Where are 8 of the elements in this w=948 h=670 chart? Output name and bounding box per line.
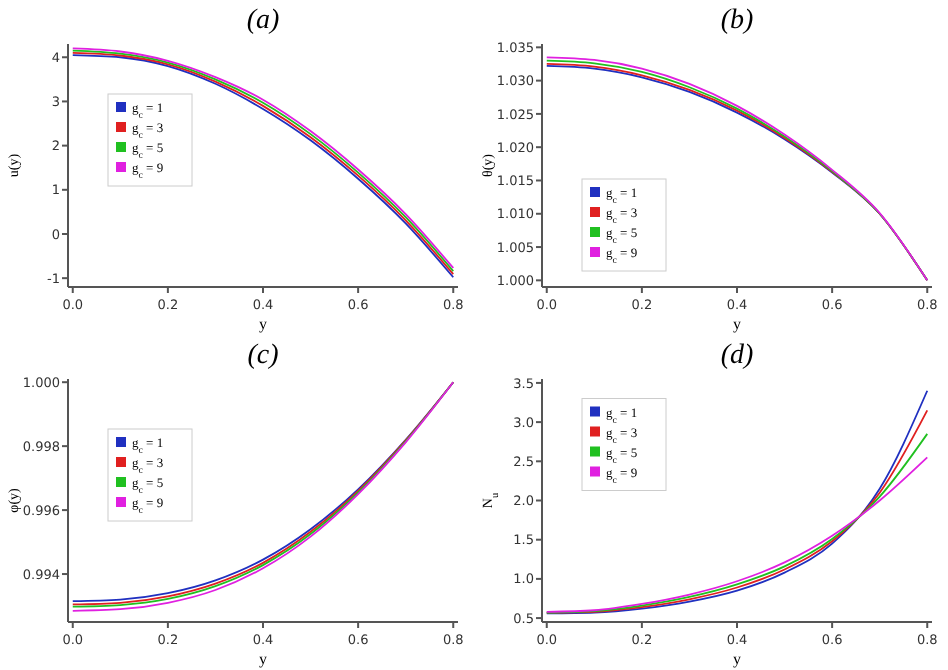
x-axis-title: y xyxy=(733,650,741,668)
chart-title: (b) xyxy=(720,6,754,36)
x-axis-title: y xyxy=(259,650,267,668)
chart-title: (a) xyxy=(246,6,280,36)
chart-title: (d) xyxy=(720,341,754,371)
x-axis-title: y xyxy=(733,315,741,333)
chart-title: (c) xyxy=(247,341,280,371)
x-axis-title: y xyxy=(259,315,267,333)
